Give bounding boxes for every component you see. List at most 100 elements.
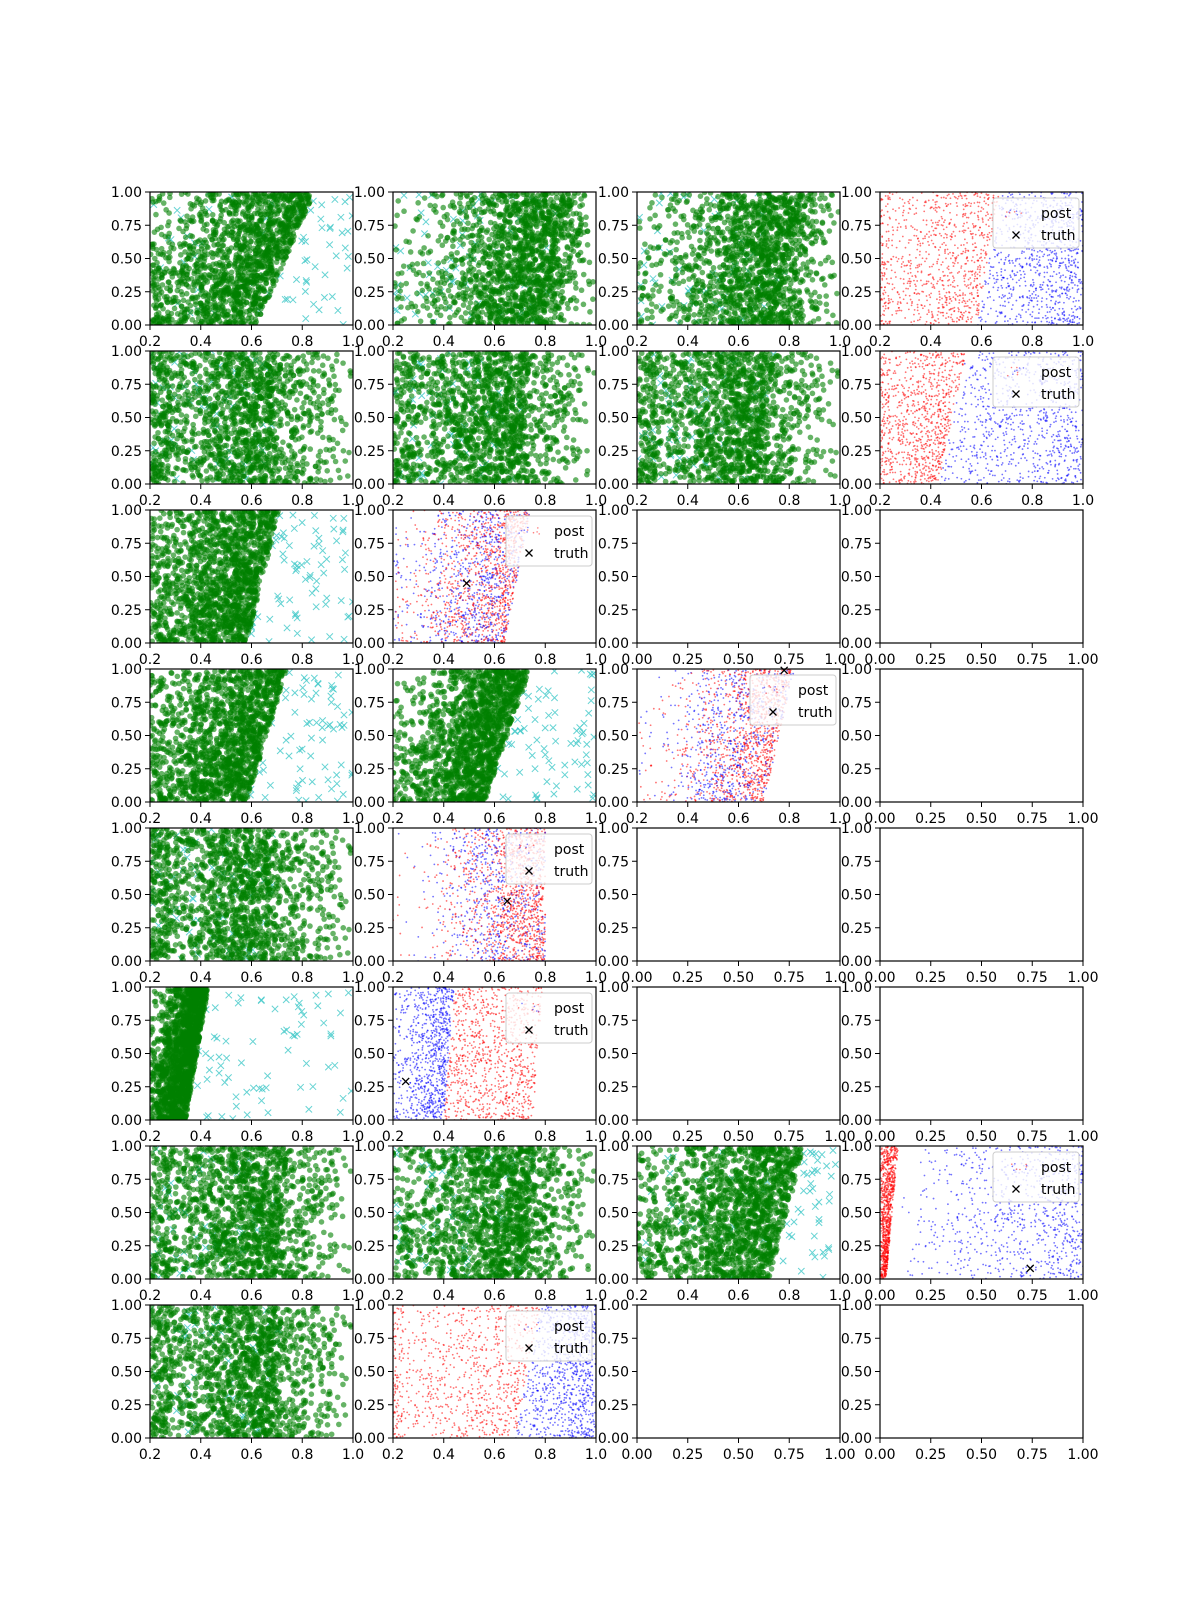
sample-point (642, 278, 648, 285)
sample-point (470, 208, 477, 215)
sample-point (268, 269, 275, 276)
sample-point (726, 193, 733, 199)
sample-point (703, 306, 709, 313)
sample-point (548, 196, 554, 203)
sample-point (547, 320, 553, 325)
sample-point (457, 210, 464, 216)
sample-point (722, 301, 729, 308)
sample-point (503, 307, 510, 314)
sample-point (455, 307, 462, 313)
sample-point (458, 314, 465, 321)
posterior-point-blue (1050, 316, 1053, 319)
reference-marker (666, 192, 675, 197)
reference-marker (341, 198, 349, 206)
sample-point (691, 272, 697, 279)
sample-point (209, 218, 216, 224)
reference-marker (298, 237, 306, 245)
posterior-point-blue (1024, 280, 1027, 283)
sample-point (686, 276, 692, 282)
sample-point (220, 297, 227, 304)
sample-point (523, 281, 530, 288)
sample-point (685, 229, 691, 236)
reference-marker (348, 212, 353, 220)
sample-point (835, 209, 840, 215)
y-tick-label: 1.00 (354, 185, 385, 201)
sample-point (156, 320, 163, 325)
sample-point (523, 197, 530, 204)
sample-point (282, 240, 288, 246)
posterior-point-red (885, 268, 888, 270)
sample-point (200, 226, 207, 232)
posterior-point-red (969, 283, 972, 286)
sample-point (429, 318, 436, 325)
sample-point (705, 222, 711, 229)
sample-point (812, 298, 819, 305)
sample-point (234, 284, 241, 291)
sample-point (719, 313, 725, 319)
sample-point (470, 248, 477, 255)
sample-point (282, 246, 288, 252)
sample-point (555, 305, 561, 311)
sample-point (660, 306, 666, 313)
sample-point (219, 311, 226, 318)
sample-point (808, 198, 815, 204)
sample-point (174, 287, 181, 294)
sample-point (479, 239, 485, 245)
sample-point (750, 279, 757, 285)
sample-point (663, 251, 669, 258)
posterior-point-red (928, 253, 930, 256)
sample-point (421, 245, 427, 251)
sample-point (696, 212, 703, 219)
sample-point (548, 307, 554, 314)
sample-point (438, 303, 444, 310)
sample-point (567, 233, 574, 240)
sample-point (245, 293, 252, 299)
sample-point (577, 222, 584, 228)
x-tick-label: 0.2 (626, 334, 648, 350)
sample-point (730, 319, 737, 325)
sample-point (216, 289, 223, 296)
sample-point (779, 204, 785, 210)
sample-point (564, 202, 571, 209)
sample-point (182, 234, 189, 241)
sample-point (480, 272, 486, 278)
sample-point (717, 298, 723, 305)
sample-point (536, 199, 542, 206)
sample-point (187, 302, 194, 309)
sample-point (395, 270, 401, 277)
sample-point (767, 235, 773, 242)
sample-point (667, 239, 674, 246)
sample-point (523, 261, 530, 267)
sample-point (158, 245, 165, 252)
sample-point (501, 223, 507, 230)
sample-point (739, 297, 745, 303)
sample-point (517, 227, 523, 234)
sample-point (750, 314, 756, 320)
sample-point (221, 219, 228, 226)
sample-point (788, 216, 794, 222)
sample-point (550, 251, 557, 258)
sample-point (818, 192, 825, 198)
sample-point (434, 296, 441, 303)
posterior-point-red (928, 230, 931, 233)
sample-point (190, 287, 196, 294)
sample-point (638, 319, 645, 325)
sample-point (152, 292, 158, 299)
sample-point (288, 220, 294, 227)
sample-point (771, 287, 777, 294)
sample-point (745, 277, 752, 283)
sample-point (394, 296, 400, 302)
sample-point (749, 212, 756, 218)
sample-point (515, 248, 522, 254)
sample-point (801, 245, 808, 252)
sample-point (473, 277, 479, 283)
sample-point (468, 256, 475, 263)
sample-point (449, 253, 455, 260)
sample-point (829, 259, 836, 266)
posterior-point-blue (1056, 312, 1059, 315)
sample-point (157, 251, 164, 257)
sample-point (803, 266, 810, 272)
sample-point (278, 265, 284, 272)
sample-point (420, 272, 427, 279)
sample-point (533, 318, 540, 325)
